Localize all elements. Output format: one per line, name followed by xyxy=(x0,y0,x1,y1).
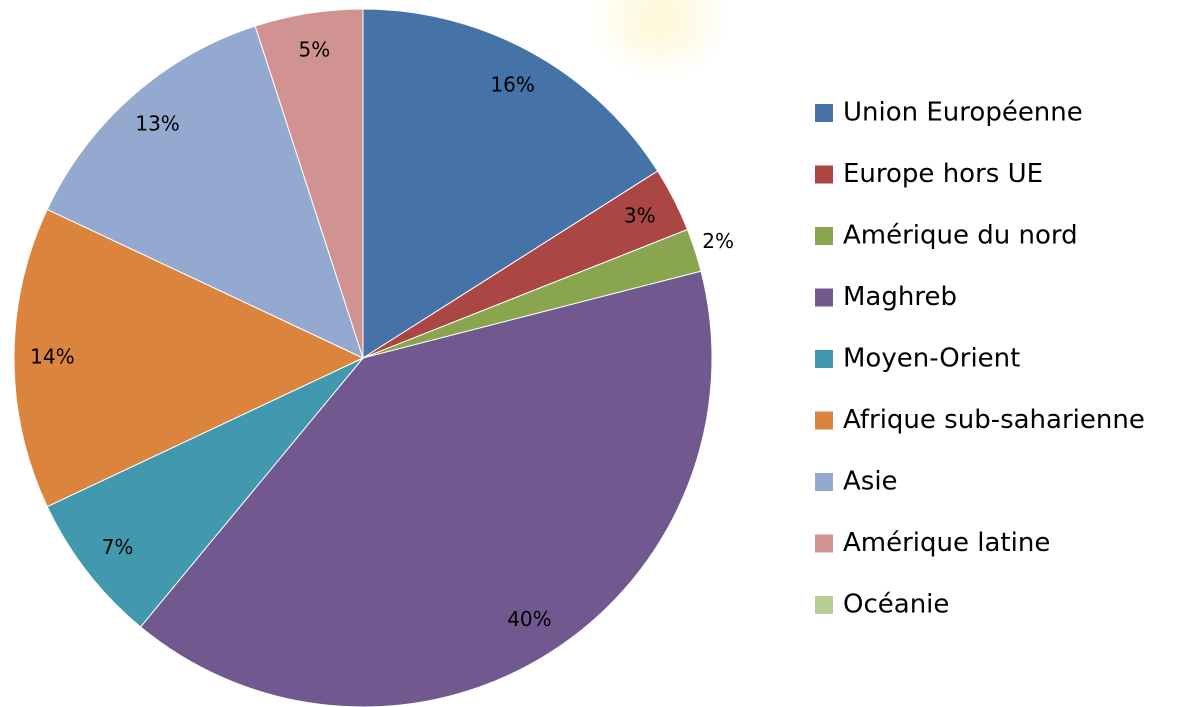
background-glow xyxy=(590,0,730,80)
legend-swatch xyxy=(815,596,833,614)
legend-swatch xyxy=(815,411,833,430)
pie-slice xyxy=(46,25,364,359)
data-label: 2% xyxy=(702,229,734,253)
pie-slice xyxy=(362,8,659,359)
pie: 16% 3% 2% 40% 7% 14% 13% 5% xyxy=(13,8,734,707)
legend-swatch xyxy=(815,227,833,245)
data-label: 16% xyxy=(490,72,534,96)
data-label: 14% xyxy=(30,345,74,369)
data-label: 40% xyxy=(507,607,551,631)
legend-swatch xyxy=(815,473,833,491)
legend-swatch xyxy=(815,534,833,553)
pie-slice xyxy=(46,357,364,628)
legend-label: Union Européenne xyxy=(843,98,1083,128)
pie-slice xyxy=(254,8,364,359)
legend-swatch xyxy=(815,350,833,368)
legend-swatch xyxy=(815,104,833,122)
data-label: 13% xyxy=(135,112,179,136)
data-label: 7% xyxy=(102,535,134,559)
legend-label: Maghreb xyxy=(843,282,957,312)
legend-swatch xyxy=(815,288,833,307)
legend: Union Européenne Europe hors UE Amérique d… xyxy=(815,98,1145,620)
legend-label: Amérique latine xyxy=(843,528,1050,558)
legend-label: Asie xyxy=(843,467,898,497)
data-label: 3% xyxy=(624,203,656,227)
data-label: 5% xyxy=(299,38,331,62)
legend-label: Moyen-Orient xyxy=(843,344,1020,374)
legend-label: Océanie xyxy=(843,590,949,620)
pie-slice xyxy=(139,270,713,707)
legend-swatch xyxy=(815,165,833,184)
legend-label: Amérique du nord xyxy=(843,221,1078,251)
legend-label: Afrique sub-saharienne xyxy=(843,405,1145,435)
legend-label: Europe hors UE xyxy=(843,159,1043,189)
pie-slice xyxy=(13,208,365,508)
